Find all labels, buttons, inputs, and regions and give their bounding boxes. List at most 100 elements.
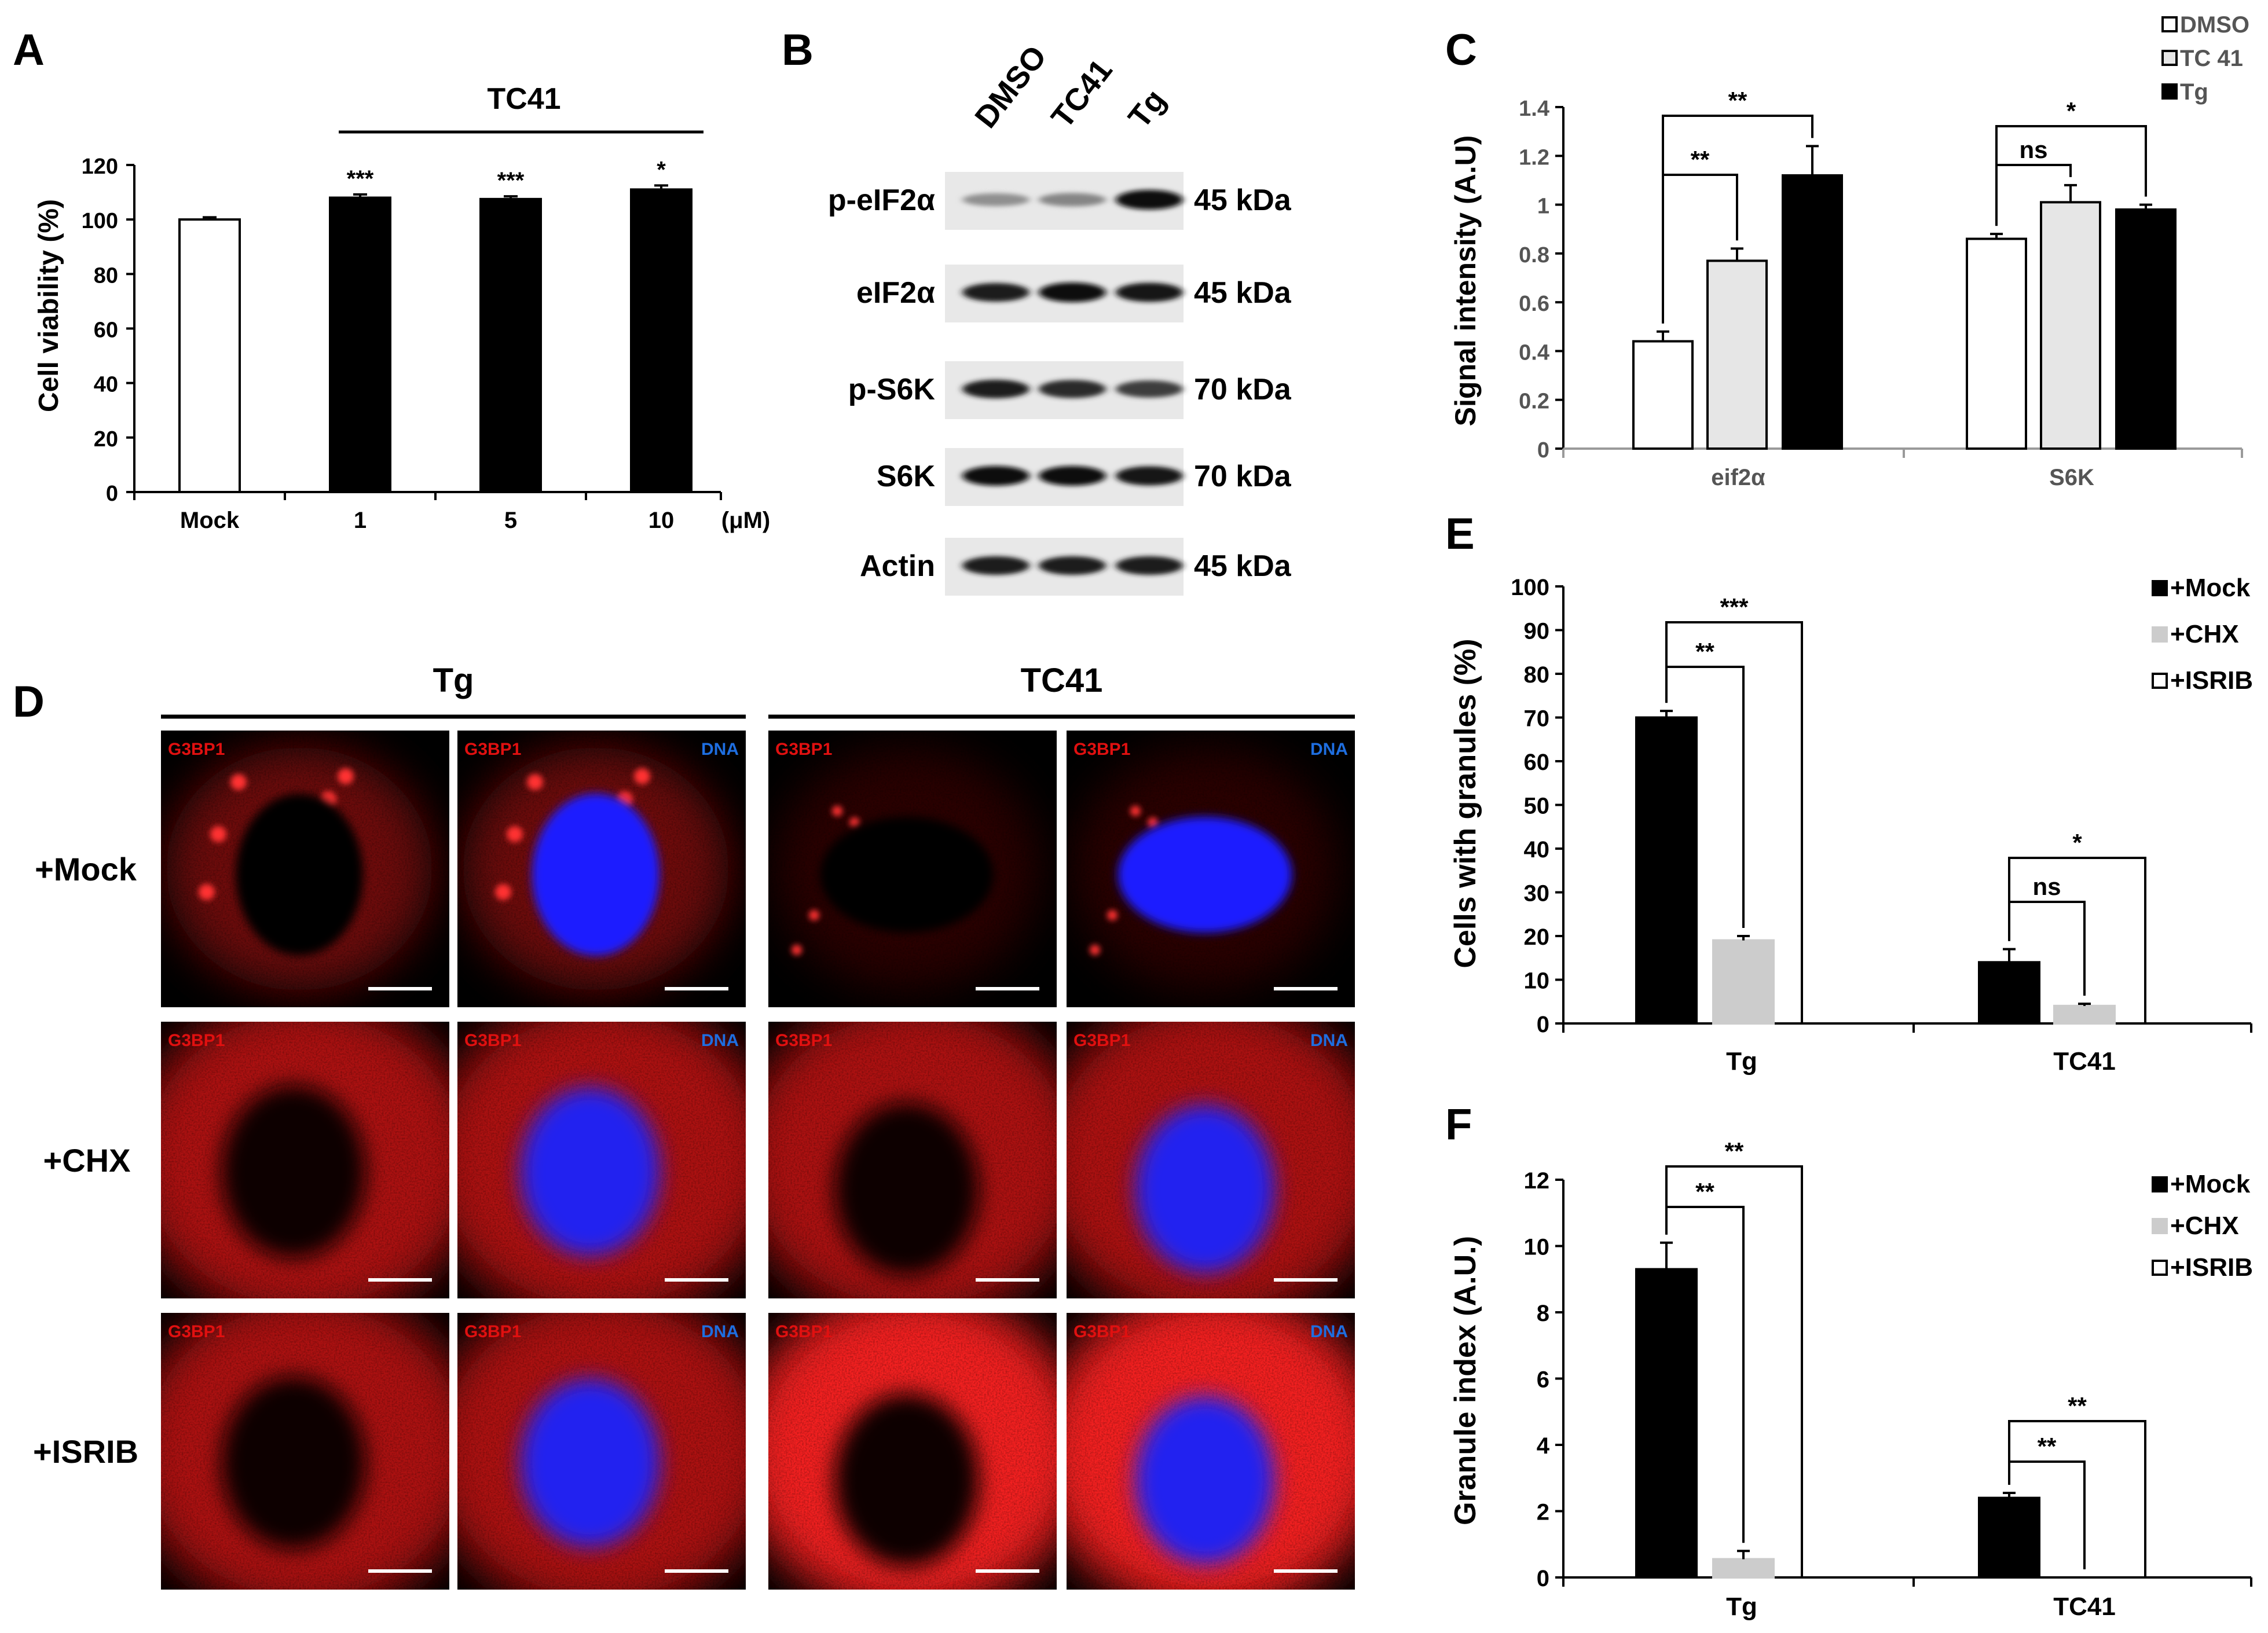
x-tick-label: Tg <box>1726 1592 1757 1621</box>
significance-label: ns <box>2019 136 2047 163</box>
lane-label: DMSO <box>968 39 1053 135</box>
y-tick-label: 100 <box>82 209 118 233</box>
blot-row: p-S6K 70 kDa <box>848 361 1292 419</box>
blot-row: eIF2α 45 kDa <box>856 265 1292 322</box>
micrograph: G3BP1 <box>768 731 1057 1007</box>
bar <box>1782 174 1843 450</box>
panel-c-signal-intensity: C Signal intensity (A.U) 0 0.2 0.4 0.6 0.8 1 1… <box>1445 12 2249 490</box>
significance-label: ** <box>1695 638 1714 665</box>
legend-label: +CHX <box>2170 1212 2239 1240</box>
micrograph: G3BP1 DNA <box>1067 1022 1355 1298</box>
blot-band <box>1039 193 1106 207</box>
y-tick-label: 90 <box>1524 619 1550 644</box>
y-tick-label: 60 <box>94 318 118 343</box>
granule-punctum <box>210 826 226 842</box>
nucleus-dna <box>1135 1396 1274 1564</box>
y-tick-label: 120 <box>82 155 118 179</box>
y-axis-label: Granule index (A.U.) <box>1449 1236 1482 1525</box>
channel-tag-dna: DNA <box>701 1322 739 1341</box>
micrograph: G3BP1 <box>768 1022 1057 1298</box>
micrograph-content: G3BP1 <box>161 1022 449 1298</box>
channel-tag-dna: DNA <box>1310 1031 1348 1050</box>
bar <box>1978 961 2040 1025</box>
y-tick-label: 1.2 <box>1519 145 1549 170</box>
micrograph-content: G3BP1 <box>161 1313 449 1590</box>
channel-tag-g3bp1: G3BP1 <box>775 1031 832 1050</box>
micrograph: G3BP1 <box>768 1313 1057 1590</box>
granule-punctum <box>338 768 354 784</box>
significance-label: *** <box>1720 593 1749 621</box>
bar <box>630 188 693 493</box>
micrograph-content: G3BP1 DNA <box>1067 1022 1355 1298</box>
blot-band <box>1116 380 1183 398</box>
significance-label: ** <box>1728 87 1747 114</box>
legend-label: DMSO <box>2180 12 2249 38</box>
lane-label: Tg <box>1122 83 1173 134</box>
significance-bracket <box>1995 125 2147 226</box>
legend-label: +Mock <box>2170 1170 2251 1198</box>
significance-bracket <box>2008 1420 2146 1576</box>
blot-band <box>962 379 1029 399</box>
micrograph-content: G3BP1 <box>768 1022 1057 1298</box>
significance-label: *** <box>347 166 374 192</box>
nucleus-dna <box>1118 817 1292 933</box>
granule-punctum <box>1107 910 1117 920</box>
y-tick-label: 80 <box>1524 662 1550 688</box>
y-tick-label: 20 <box>94 427 118 452</box>
blot-band <box>1039 556 1106 575</box>
micrograph-content: G3BP1 <box>768 1313 1057 1590</box>
y-tick-label: 40 <box>94 373 118 397</box>
channel-tag-g3bp1: G3BP1 <box>168 1031 225 1050</box>
legend-swatch <box>2152 580 2168 596</box>
bar <box>1635 1268 1698 1579</box>
plot-area: 0 0.2 0.4 0.6 0.8 1 1.2 1.4 eif2α S6K ** ** ns * DMSO T… <box>1519 12 2249 490</box>
nucleus-dna <box>521 1379 659 1547</box>
bar <box>1635 716 1698 1025</box>
y-tick-label: 0.2 <box>1519 390 1549 414</box>
bar <box>1632 340 1694 450</box>
band-size-label: 45 kDa <box>1194 184 1292 217</box>
legend-label: Tg <box>2180 79 2208 105</box>
y-tick-label: 12 <box>1524 1168 1550 1194</box>
y-axis-label: Signal intensity (A.U) <box>1449 135 1482 427</box>
bar <box>1706 259 1768 450</box>
nucleus-void <box>221 1085 366 1258</box>
micrograph: G3BP1 DNA <box>457 1022 746 1298</box>
bar <box>2053 1004 2116 1025</box>
y-tick-label: 0.4 <box>1519 340 1549 365</box>
group-label: TC41 <box>487 82 560 116</box>
y-tick-label: 70 <box>1524 706 1550 732</box>
nucleus-dna <box>532 794 659 956</box>
legend-swatch <box>2152 673 2168 689</box>
y-tick-label: 30 <box>1524 881 1550 907</box>
bar <box>479 197 542 493</box>
y-tick-label: 0.6 <box>1519 292 1549 316</box>
granule-punctum <box>1148 817 1158 828</box>
y-tick-label: 0.8 <box>1519 243 1549 267</box>
nucleus-void <box>834 1393 979 1567</box>
granule-punctum <box>507 826 523 842</box>
y-tick-label: 0 <box>1537 1012 1549 1037</box>
y-axis-label: Cell viability (%) <box>34 199 64 412</box>
bar <box>329 196 391 493</box>
legend-swatch <box>2152 1176 2168 1192</box>
significance-bracket <box>1665 621 1803 1022</box>
legend-label: +Mock <box>2170 574 2251 602</box>
bar <box>178 218 241 493</box>
micrograph-content: G3BP1 <box>768 731 1057 1007</box>
bar <box>2115 208 2177 450</box>
blot-band <box>962 282 1029 302</box>
nucleus-void <box>820 817 994 933</box>
granule-punctum <box>230 774 247 790</box>
y-tick-label: 2 <box>1537 1500 1549 1525</box>
significance-label: ** <box>2068 1392 2087 1419</box>
band-size-label: 70 kDa <box>1194 460 1292 493</box>
plot-area: 0 20 40 60 80 100 120 Mock *** 1 *** 5 * 10 <box>82 155 722 533</box>
band-size-label: 45 kDa <box>1194 276 1292 310</box>
legend-swatch <box>2152 1218 2168 1234</box>
legend-label: +CHX <box>2170 620 2239 648</box>
granule-punctum <box>832 806 842 816</box>
granule-punctum <box>495 884 511 900</box>
